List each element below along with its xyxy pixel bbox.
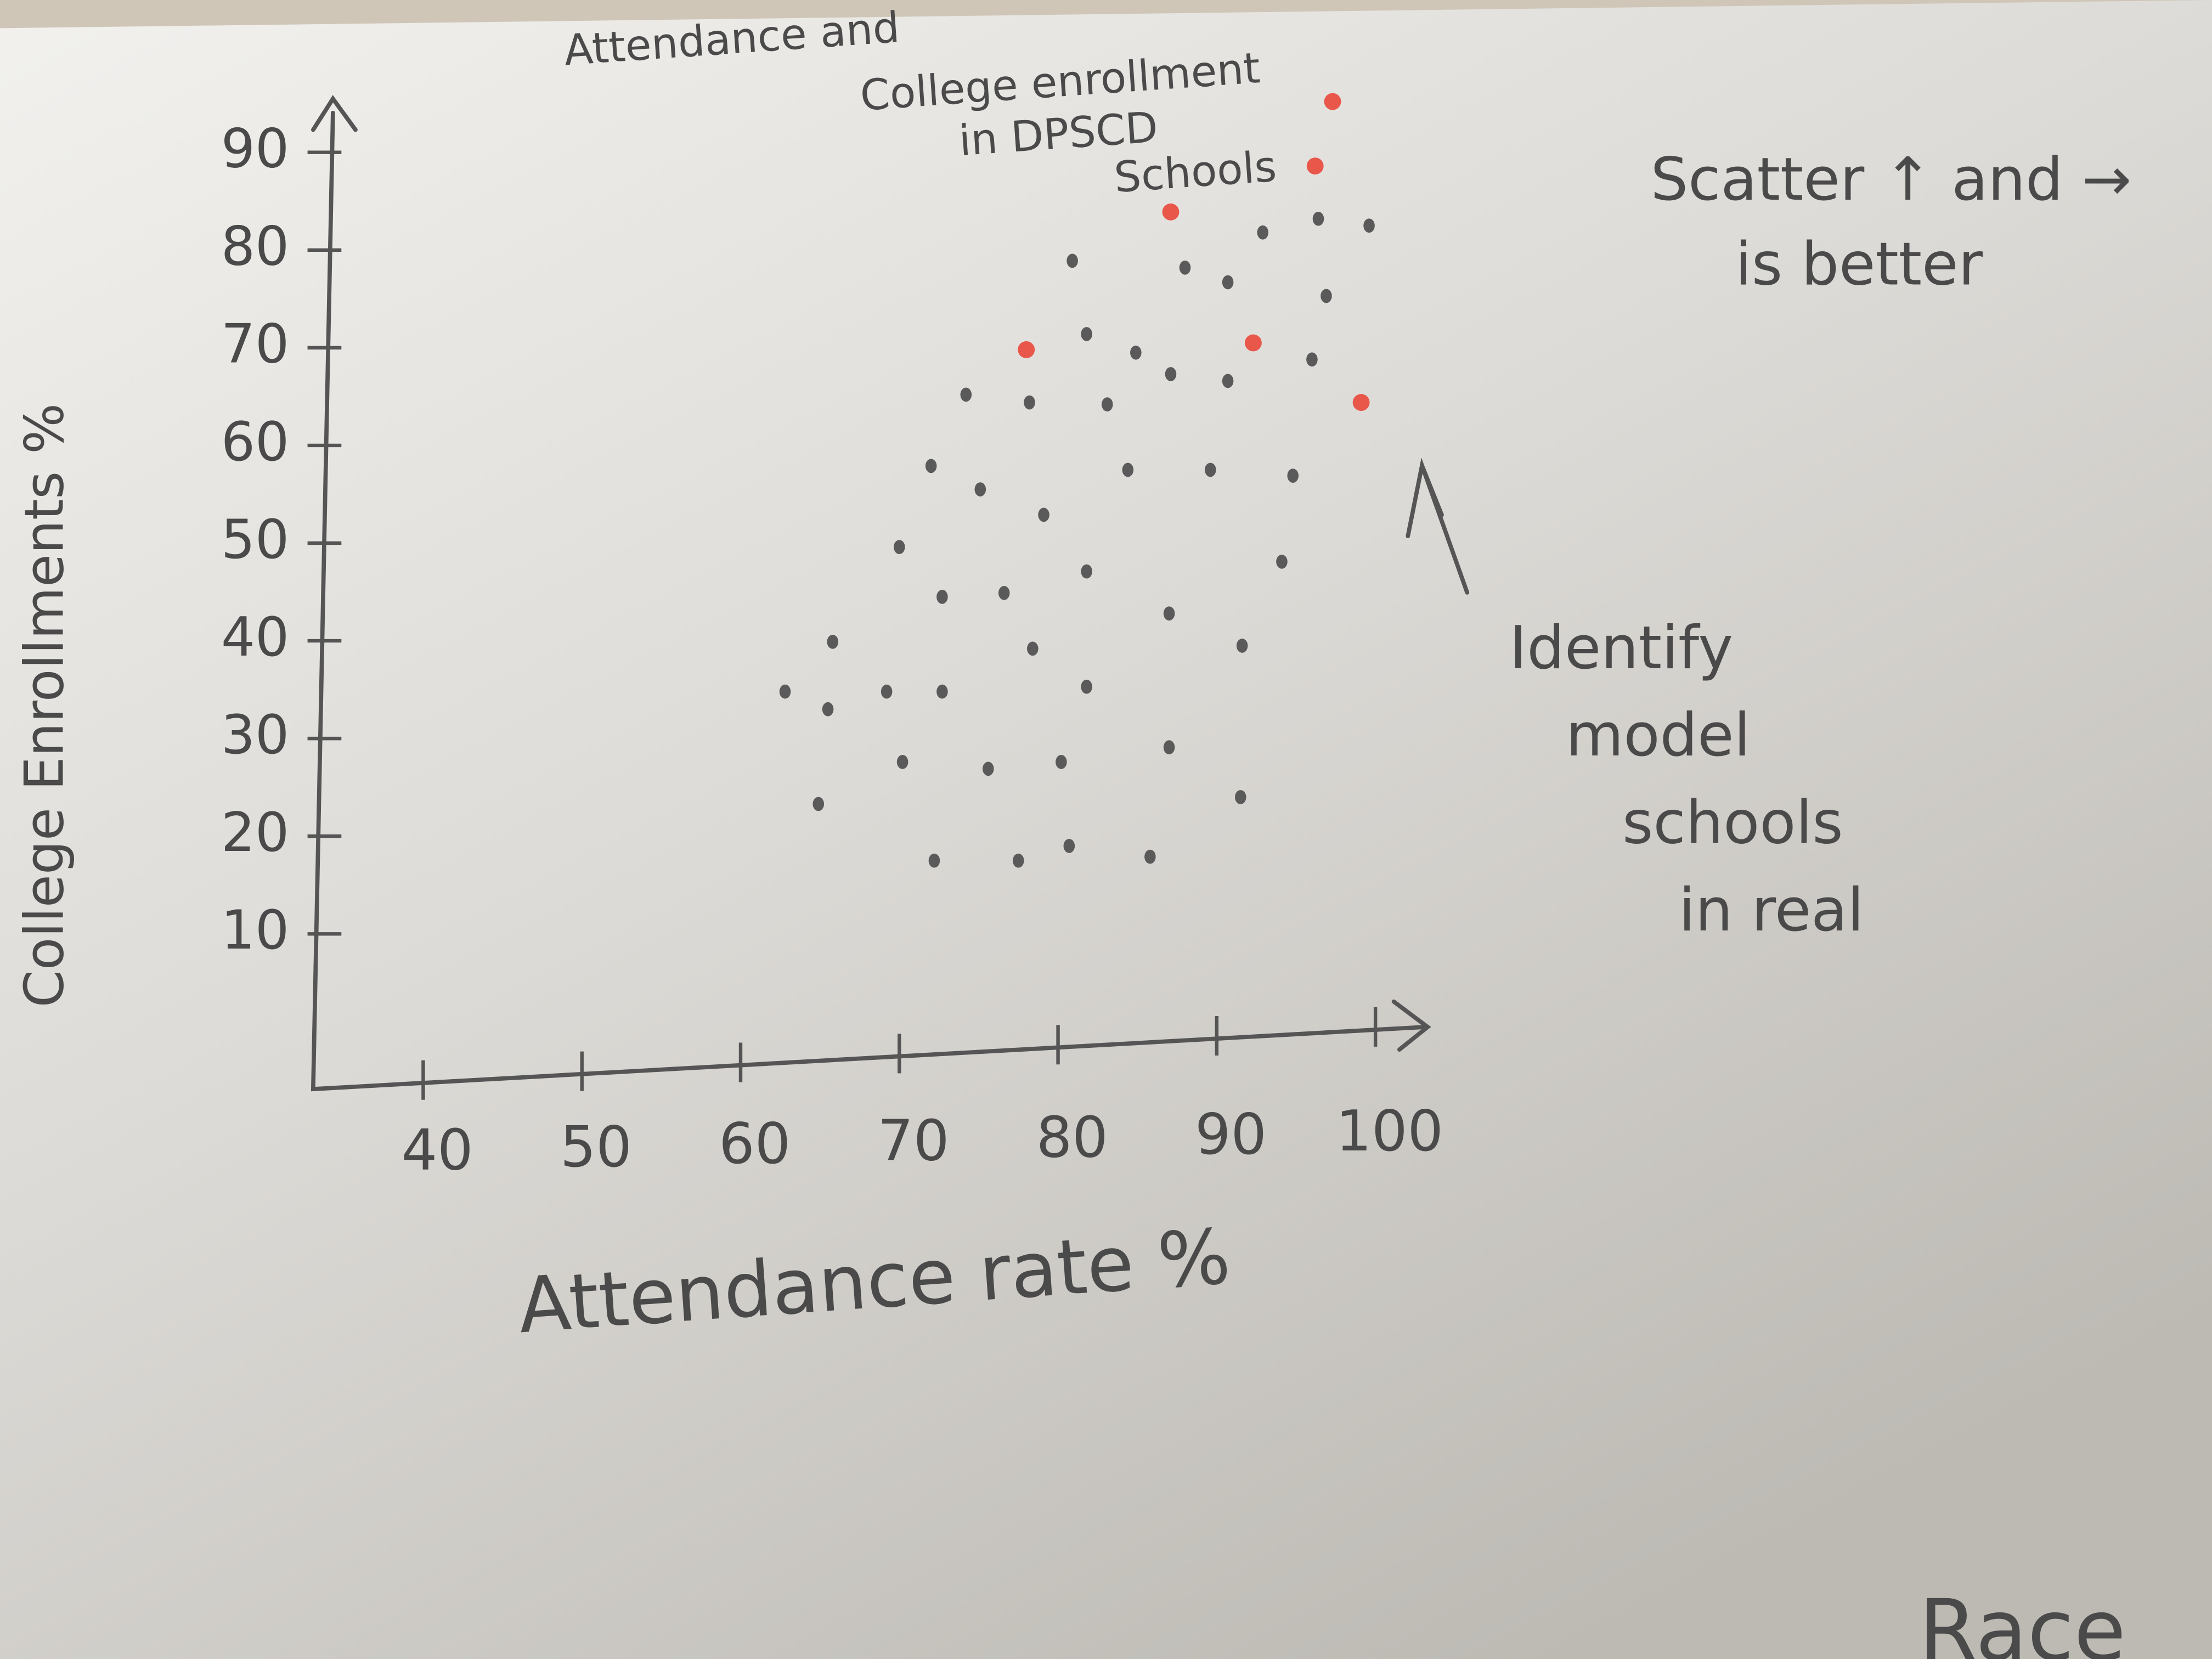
x-tick-label: 60 xyxy=(719,1111,791,1177)
annotation: in real xyxy=(1679,876,1864,945)
highlight-point xyxy=(1324,93,1341,110)
point xyxy=(1081,564,1092,579)
point xyxy=(1163,740,1175,755)
point xyxy=(1012,853,1024,868)
x-tick-label: 70 xyxy=(878,1108,950,1173)
point xyxy=(812,797,825,811)
point xyxy=(1066,253,1078,268)
point xyxy=(928,853,940,868)
point xyxy=(1306,352,1318,367)
point xyxy=(1363,218,1375,233)
point xyxy=(896,755,909,769)
point xyxy=(1144,849,1156,864)
point xyxy=(1287,469,1299,483)
point xyxy=(827,634,839,649)
point xyxy=(983,761,994,776)
point xyxy=(1276,554,1288,569)
x-tick-label: 80 xyxy=(1036,1105,1108,1171)
point xyxy=(1236,639,1248,653)
y-tick-label: 40 xyxy=(221,606,289,669)
highlight-point xyxy=(1352,394,1370,411)
point xyxy=(1063,839,1075,853)
chart-title-line: Schools xyxy=(1113,142,1278,202)
annotation: schools xyxy=(1622,789,1843,857)
point xyxy=(1312,211,1324,226)
y-tick-label: 50 xyxy=(221,509,289,571)
y-tick-label: 10 xyxy=(221,899,289,962)
axes xyxy=(311,110,1427,1092)
point xyxy=(1222,374,1234,388)
point xyxy=(779,684,791,699)
annotation: Identify xyxy=(1509,614,1733,682)
highlight-point xyxy=(1162,203,1180,221)
highlight-point xyxy=(1244,334,1262,352)
y-tick-label: 60 xyxy=(221,411,289,473)
point xyxy=(974,482,986,496)
point xyxy=(1081,679,1092,694)
point xyxy=(1038,507,1049,522)
point xyxy=(936,590,948,604)
point xyxy=(1321,289,1332,303)
y-tick-label: 20 xyxy=(221,802,289,864)
point xyxy=(822,702,834,716)
point xyxy=(1101,397,1113,411)
x-tick-label: 50 xyxy=(560,1115,632,1180)
annotation: Race xyxy=(1918,1582,2126,1659)
point xyxy=(1122,462,1134,477)
annotation: model xyxy=(1566,701,1750,770)
point xyxy=(1222,275,1234,290)
highlight-point xyxy=(1018,341,1035,358)
point xyxy=(1205,462,1216,477)
point xyxy=(1024,395,1035,410)
x-arrow xyxy=(1391,999,1431,1052)
point xyxy=(894,540,905,554)
x-tick-label: 40 xyxy=(402,1118,473,1183)
point xyxy=(998,585,1010,600)
point xyxy=(960,387,972,402)
x-tick-label: 90 xyxy=(1195,1102,1267,1167)
point xyxy=(1130,345,1142,360)
highlight-point xyxy=(1306,157,1324,175)
point xyxy=(1163,606,1175,621)
annotation: Scatter ↑ and → xyxy=(1651,145,2132,214)
point xyxy=(1081,327,1092,341)
point xyxy=(881,684,893,699)
point xyxy=(1056,755,1067,769)
y-tick-label: 90 xyxy=(221,118,289,180)
point xyxy=(925,459,937,473)
point xyxy=(1165,367,1177,381)
point xyxy=(1179,260,1191,275)
y-arrow xyxy=(311,95,358,132)
point xyxy=(936,684,948,699)
y-tick-label: 30 xyxy=(221,704,289,766)
x-tick-label: 100 xyxy=(1336,1099,1443,1164)
y-tick-label: 80 xyxy=(221,216,289,278)
y-axis-label: College Enrollments % xyxy=(13,403,76,1008)
point xyxy=(1257,225,1269,240)
point xyxy=(1234,790,1246,804)
y-tick-label: 70 xyxy=(221,313,289,376)
point xyxy=(1027,641,1039,656)
annotation: is better xyxy=(1735,230,1983,298)
annotation-arrow xyxy=(1406,458,1470,595)
